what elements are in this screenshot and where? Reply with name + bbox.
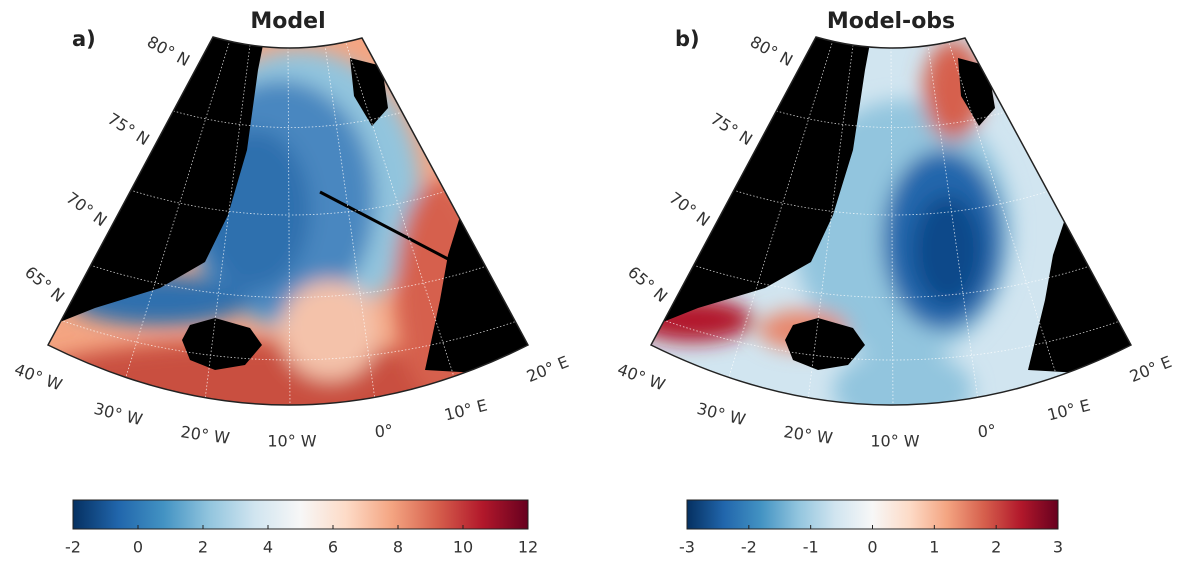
colorbar-tick-label: -1 — [803, 538, 819, 557]
lat-label: 80° N — [747, 32, 796, 70]
map — [651, 37, 1131, 405]
colorbar-tick-label: 4 — [263, 538, 273, 557]
colorbar-tick-label: 1 — [929, 538, 939, 557]
colorbar-tick-label: 3 — [1053, 538, 1063, 557]
map — [48, 37, 528, 405]
lat-label: 75° N — [707, 109, 756, 149]
lat-label: 65° N — [624, 262, 671, 306]
colorbar-tick-label: 12 — [518, 538, 538, 557]
colorbar — [686, 499, 1059, 530]
panel-label: a) — [72, 27, 96, 51]
lon-label: 0° — [977, 421, 997, 442]
colorbar-tick-label: -3 — [679, 538, 695, 557]
panel: b) Model-obs 80° N 75° N 70° N 65° N 40° W 30° … — [615, 9, 1175, 451]
lat-label: 65° N — [21, 262, 68, 306]
colorbar-tick-label: -2 — [741, 538, 757, 557]
panel-title: Model — [250, 9, 325, 34]
colorbar-tick-label: 2 — [991, 538, 1001, 557]
panel-title: Model-obs — [827, 9, 955, 34]
lon-label: 20° W — [179, 422, 231, 448]
lon-label: 20° E — [1127, 352, 1175, 386]
lon-label: 10° W — [267, 432, 316, 451]
lon-label: 20° W — [782, 422, 834, 448]
lon-label: 30° W — [92, 399, 145, 429]
lat-label: 70° N — [666, 188, 714, 230]
panel-label: b) — [675, 27, 700, 51]
lon-label: 20° E — [524, 352, 572, 386]
lon-label: 10° W — [870, 432, 919, 451]
lon-label: 40° W — [615, 360, 668, 395]
colorbar-tick-label: 0 — [867, 538, 877, 557]
colorbar-tick-label: 0 — [133, 538, 143, 557]
colorbar-tick-label: 10 — [453, 538, 473, 557]
colorbar-tick-label: -2 — [65, 538, 81, 557]
lon-label: 0° — [374, 421, 394, 442]
lat-label: 70° N — [63, 188, 111, 230]
panel: a) Model 80° N 75° N 70° N 65° N 40° W 30° W 20°… — [12, 9, 572, 451]
lon-label: 30° W — [695, 399, 748, 429]
lon-label: 10° E — [442, 396, 489, 425]
lon-label: 40° W — [12, 360, 65, 395]
colorbar-tick-label: 8 — [393, 538, 403, 557]
colorbar-tick-label: 2 — [198, 538, 208, 557]
colorbar-tick-label: 6 — [328, 538, 338, 557]
lat-label: 75° N — [104, 109, 153, 149]
lon-label: 10° E — [1045, 396, 1092, 425]
colorbar — [72, 499, 529, 530]
lat-label: 80° N — [144, 32, 193, 70]
